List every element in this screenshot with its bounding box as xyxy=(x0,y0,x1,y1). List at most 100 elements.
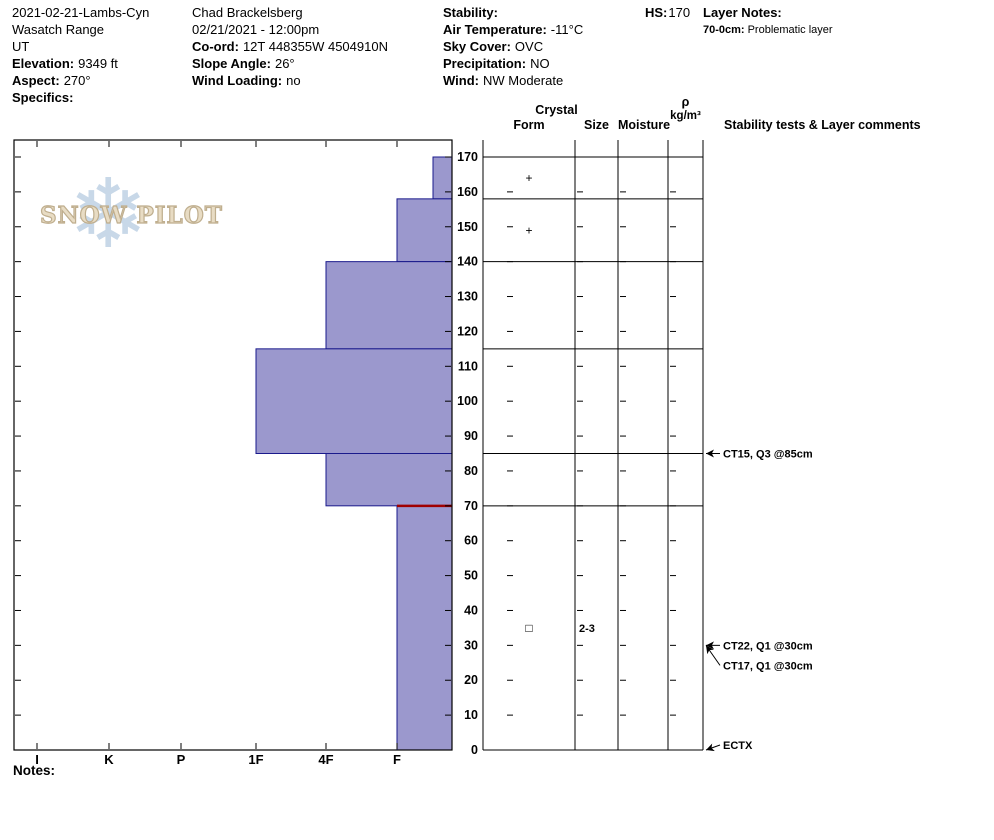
notes-label: Notes: xyxy=(13,763,56,778)
depth-label: 90 xyxy=(464,429,478,443)
hardness-label: 4F xyxy=(318,752,333,767)
precipitation-value: NO xyxy=(530,56,550,71)
layer-note-text: Problematic layer xyxy=(747,24,833,36)
density-units-header: kg/m³ xyxy=(670,110,701,122)
layer-bar xyxy=(325,261,453,350)
wind-row: Wind: NW Moderate xyxy=(443,73,563,88)
crystal-form-symbol: □ xyxy=(525,621,532,635)
specifics-label: Specifics: xyxy=(12,90,74,105)
pit-name: 2021-02-21-Lambs-Cyn xyxy=(12,5,149,20)
pit-datetime: 02/21/2021 - 12:00pm xyxy=(192,22,319,37)
hardness-label: F xyxy=(393,752,401,767)
hardness-label: 1F xyxy=(248,752,263,767)
slope-angle-value: 26° xyxy=(274,56,295,71)
layer-note-row: 70-0cm: Problematic layer xyxy=(703,24,833,36)
depth-label: 100 xyxy=(457,394,478,408)
snowflake-icon: ❄ xyxy=(68,158,149,270)
form-header: Form xyxy=(513,118,545,132)
depth-label: 80 xyxy=(464,464,478,478)
stability-row: Stability: xyxy=(443,5,502,20)
depth-label: 70 xyxy=(464,499,478,513)
wind-loading-value: no xyxy=(286,73,301,88)
snowpilot-watermark: ❄ SNOW PILOT xyxy=(38,166,228,272)
layer-bar xyxy=(325,453,453,507)
hardness-label: I xyxy=(35,752,39,767)
wind-loading-label: Wind Loading: xyxy=(192,73,283,88)
slope-angle-row: Slope Angle: 26° xyxy=(192,56,295,71)
wind-label: Wind: xyxy=(443,73,479,88)
crystal-header: Crystal xyxy=(535,103,578,117)
elevation-value: 9349 ft xyxy=(78,56,118,71)
density-symbol-header: ρ xyxy=(681,95,690,109)
elevation-row: Elevation: 9349 ft xyxy=(12,56,118,71)
depth-label: 160 xyxy=(457,185,478,199)
sky-cover-row: Sky Cover: OVC xyxy=(443,39,543,54)
air-temp-value: -11°C xyxy=(550,22,584,37)
layer-bar xyxy=(255,348,453,454)
chart-border xyxy=(13,139,453,751)
depth-label: 30 xyxy=(464,638,478,652)
hardness-label: K xyxy=(104,752,114,767)
coordinates-row: Co-ord: 12T 448355W 4504910N xyxy=(192,39,388,54)
stability-label: Stability: xyxy=(443,5,498,20)
layer-notes-header: Layer Notes: xyxy=(703,5,786,20)
hardness-label: P xyxy=(177,752,186,767)
air-temp-row: Air Temperature: -11°C xyxy=(443,22,583,37)
crystal-form-symbol: + xyxy=(525,223,532,237)
depth-label: 40 xyxy=(464,603,478,617)
precipitation-row: Precipitation: NO xyxy=(443,56,550,71)
observer-name: Chad Brackelsberg xyxy=(192,5,303,20)
test-arrow xyxy=(705,743,721,752)
state: UT xyxy=(12,39,29,54)
stability-test-label: CT22, Q1 @30cm xyxy=(723,640,813,652)
coord-label: Co-ord: xyxy=(192,39,239,54)
elevation-label: Elevation: xyxy=(12,56,75,71)
range-text: Wasatch Range xyxy=(12,22,105,37)
test-arrow xyxy=(705,645,721,666)
size-header: Size xyxy=(583,118,609,132)
watermark-text: SNOW PILOT xyxy=(39,201,223,229)
depth-label: 150 xyxy=(457,220,478,234)
hs-label: HS: xyxy=(645,5,668,20)
layer-notes-label: Layer Notes: xyxy=(703,5,782,20)
stability-test-label: ECTX xyxy=(723,740,753,752)
crystal-size-value: 2-3 xyxy=(579,623,595,635)
depth-label: 110 xyxy=(458,359,478,373)
layer-bar xyxy=(396,505,453,751)
wind-value: NW Moderate xyxy=(482,73,564,88)
wind-loading-row: Wind Loading: no xyxy=(192,73,301,88)
layer-bar xyxy=(396,198,453,263)
hs-value: 170 xyxy=(668,5,691,20)
aspect-row: Aspect: 270° xyxy=(12,73,91,88)
aspect-value: 270° xyxy=(63,73,91,88)
sky-cover-value: OVC xyxy=(514,39,544,54)
depth-label: 20 xyxy=(464,673,478,687)
coord-value: 12T 448355W 4504910N xyxy=(242,39,388,54)
moisture-header: Moisture xyxy=(618,118,671,132)
depth-label: 50 xyxy=(464,569,478,583)
depth-label: 170 xyxy=(457,150,478,164)
datetime-text: 02/21/2021 - 12:00pm xyxy=(192,22,320,37)
precipitation-label: Precipitation: xyxy=(443,56,527,71)
stability-test-label: CT15, Q3 @85cm xyxy=(723,449,813,461)
layer-note-depth: 70-0cm: xyxy=(703,24,745,36)
state-text: UT xyxy=(12,39,30,54)
layer-bar xyxy=(432,156,453,200)
stability-test-label: CT17, Q1 @30cm xyxy=(723,660,813,672)
crystal-form-symbol: + xyxy=(525,171,532,185)
depth-label: 140 xyxy=(457,255,478,269)
slope-angle-label: Slope Angle: xyxy=(192,56,271,71)
snow-height-row: HS:170 xyxy=(645,5,690,20)
air-temp-label: Air Temperature: xyxy=(443,22,547,37)
aspect-label: Aspect: xyxy=(12,73,60,88)
mountain-range: Wasatch Range xyxy=(12,22,104,37)
depth-label: 60 xyxy=(464,534,478,548)
pit-name-text: 2021-02-21-Lambs-Cyn xyxy=(12,5,150,20)
sky-cover-label: Sky Cover: xyxy=(443,39,511,54)
depth-label: 0 xyxy=(471,743,478,757)
depth-label: 120 xyxy=(457,324,478,338)
stability-tests-header: Stability tests & Layer comments xyxy=(724,118,921,132)
depth-label: 10 xyxy=(464,708,478,722)
